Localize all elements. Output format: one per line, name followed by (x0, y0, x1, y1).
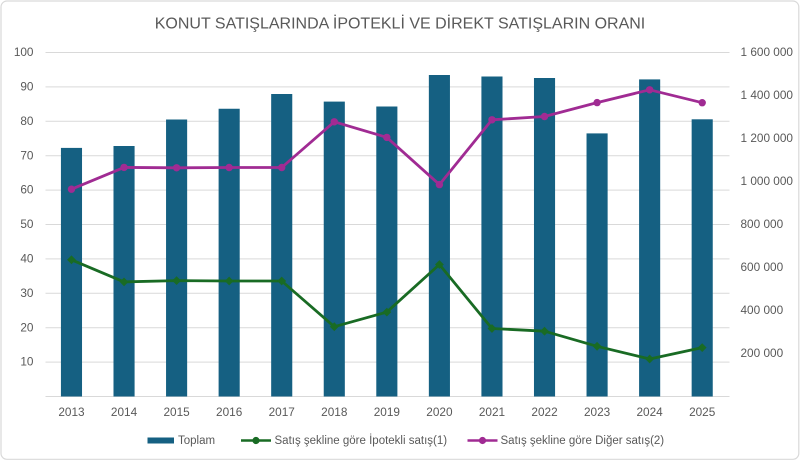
svg-text:1 000 000: 1 000 000 (741, 174, 794, 188)
svg-text:2021: 2021 (479, 405, 505, 419)
svg-text:1 600 000: 1 600 000 (741, 45, 794, 59)
svg-text:2014: 2014 (111, 405, 138, 419)
svg-text:Satış şekline göre İpotekli sa: Satış şekline göre İpotekli satış(1) (275, 434, 448, 447)
svg-text:40: 40 (20, 252, 34, 266)
svg-text:2020: 2020 (426, 405, 453, 419)
svg-text:2025: 2025 (689, 405, 716, 419)
svg-text:2016: 2016 (216, 405, 243, 419)
svg-text:60: 60 (20, 183, 34, 197)
svg-text:50: 50 (20, 217, 34, 231)
svg-text:200 000: 200 000 (741, 346, 784, 360)
svg-text:600 000: 600 000 (741, 260, 784, 274)
svg-text:90: 90 (20, 80, 34, 94)
svg-text:30: 30 (20, 286, 34, 300)
svg-text:2015: 2015 (163, 405, 190, 419)
svg-text:80: 80 (20, 114, 34, 128)
svg-text:2022: 2022 (531, 405, 557, 419)
svg-text:100: 100 (14, 45, 34, 59)
svg-text:70: 70 (20, 148, 34, 162)
svg-text:KONUT SATIŞLARINDA İPOTEKLİ VE: KONUT SATIŞLARINDA İPOTEKLİ VE DİREKT SA… (155, 14, 646, 33)
svg-text:2017: 2017 (269, 405, 295, 419)
svg-text:400 000: 400 000 (741, 303, 784, 317)
svg-text:800 000: 800 000 (741, 217, 784, 231)
svg-text:2013: 2013 (58, 405, 85, 419)
svg-text:10: 10 (20, 355, 34, 369)
svg-text:Toplam: Toplam (178, 435, 215, 447)
svg-text:Satış şekline göre Diğer satış: Satış şekline göre Diğer satış(2) (501, 435, 665, 447)
svg-text:20: 20 (20, 320, 34, 334)
svg-text:2024: 2024 (637, 405, 664, 419)
svg-text:1 400 000: 1 400 000 (741, 88, 794, 102)
svg-text:2018: 2018 (321, 405, 348, 419)
svg-text:2023: 2023 (584, 405, 611, 419)
svg-text:1 200 000: 1 200 000 (741, 131, 794, 145)
svg-text:2019: 2019 (374, 405, 400, 419)
